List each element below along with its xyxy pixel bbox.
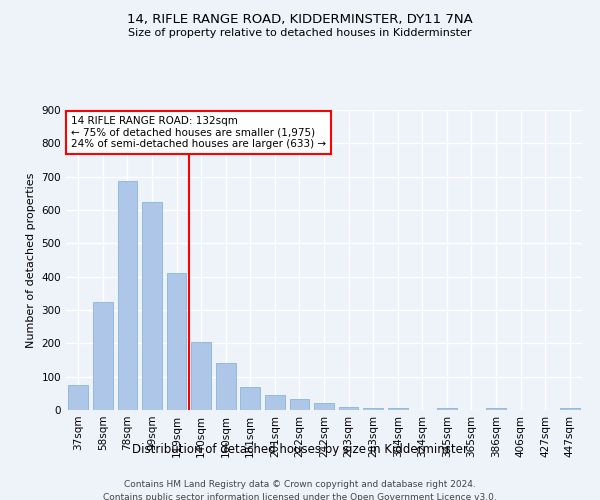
Bar bbox=[142, 202, 162, 410]
Bar bbox=[68, 385, 88, 410]
Bar bbox=[437, 408, 457, 410]
Y-axis label: Number of detached properties: Number of detached properties bbox=[26, 172, 36, 348]
Bar bbox=[560, 408, 580, 410]
Text: 14 RIFLE RANGE ROAD: 132sqm
← 75% of detached houses are smaller (1,975)
24% of : 14 RIFLE RANGE ROAD: 132sqm ← 75% of det… bbox=[71, 116, 326, 149]
Bar bbox=[364, 408, 383, 410]
Bar bbox=[290, 399, 309, 410]
Bar bbox=[339, 406, 358, 410]
Bar bbox=[314, 404, 334, 410]
Text: 14, RIFLE RANGE ROAD, KIDDERMINSTER, DY11 7NA: 14, RIFLE RANGE ROAD, KIDDERMINSTER, DY1… bbox=[127, 12, 473, 26]
Bar bbox=[388, 408, 407, 410]
Bar bbox=[191, 342, 211, 410]
Bar bbox=[167, 274, 187, 410]
Text: Contains HM Land Registry data © Crown copyright and database right 2024.
Contai: Contains HM Land Registry data © Crown c… bbox=[103, 480, 497, 500]
Text: Size of property relative to detached houses in Kidderminster: Size of property relative to detached ho… bbox=[128, 28, 472, 38]
Bar bbox=[241, 386, 260, 410]
Bar bbox=[93, 302, 113, 410]
Bar bbox=[118, 182, 137, 410]
Bar bbox=[216, 364, 236, 410]
Bar bbox=[486, 408, 506, 410]
Bar bbox=[265, 395, 284, 410]
Text: Distribution of detached houses by size in Kidderminster: Distribution of detached houses by size … bbox=[132, 442, 468, 456]
